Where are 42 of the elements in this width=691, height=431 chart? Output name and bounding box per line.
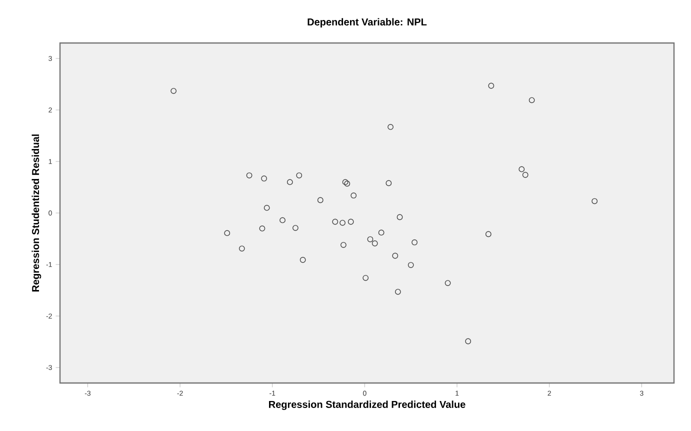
point	[246, 172, 252, 178]
point	[350, 192, 357, 198]
point	[528, 97, 535, 104]
chart-title: Dependent Variable: NPL	[308, 18, 427, 28]
point	[465, 338, 472, 344]
point	[340, 220, 346, 226]
point	[342, 179, 348, 186]
point	[280, 217, 286, 224]
point	[396, 214, 403, 220]
point	[286, 179, 293, 186]
point	[444, 280, 451, 286]
point	[394, 288, 401, 295]
point	[317, 197, 324, 204]
point	[259, 225, 266, 232]
point	[362, 274, 369, 281]
point	[412, 239, 418, 246]
point	[592, 198, 598, 204]
point	[264, 204, 270, 211]
point	[261, 176, 268, 182]
point	[170, 88, 177, 94]
point	[518, 166, 525, 172]
point	[388, 124, 394, 130]
point	[522, 172, 528, 178]
point	[238, 246, 245, 252]
point	[332, 218, 338, 225]
point	[372, 240, 378, 246]
point	[488, 82, 494, 89]
point	[296, 172, 302, 178]
point	[386, 180, 392, 186]
point	[408, 262, 414, 268]
x-axis-title: Regression Standardized Predicted Value	[269, 400, 466, 410]
point	[340, 242, 346, 248]
point	[378, 230, 384, 236]
point	[367, 236, 374, 242]
point	[485, 231, 492, 238]
point	[300, 256, 306, 263]
point	[392, 252, 398, 259]
point	[224, 230, 230, 236]
point	[348, 218, 354, 225]
point	[344, 180, 350, 187]
y-axis-title: Regression Studentized Residual	[32, 134, 42, 292]
point	[292, 224, 298, 231]
